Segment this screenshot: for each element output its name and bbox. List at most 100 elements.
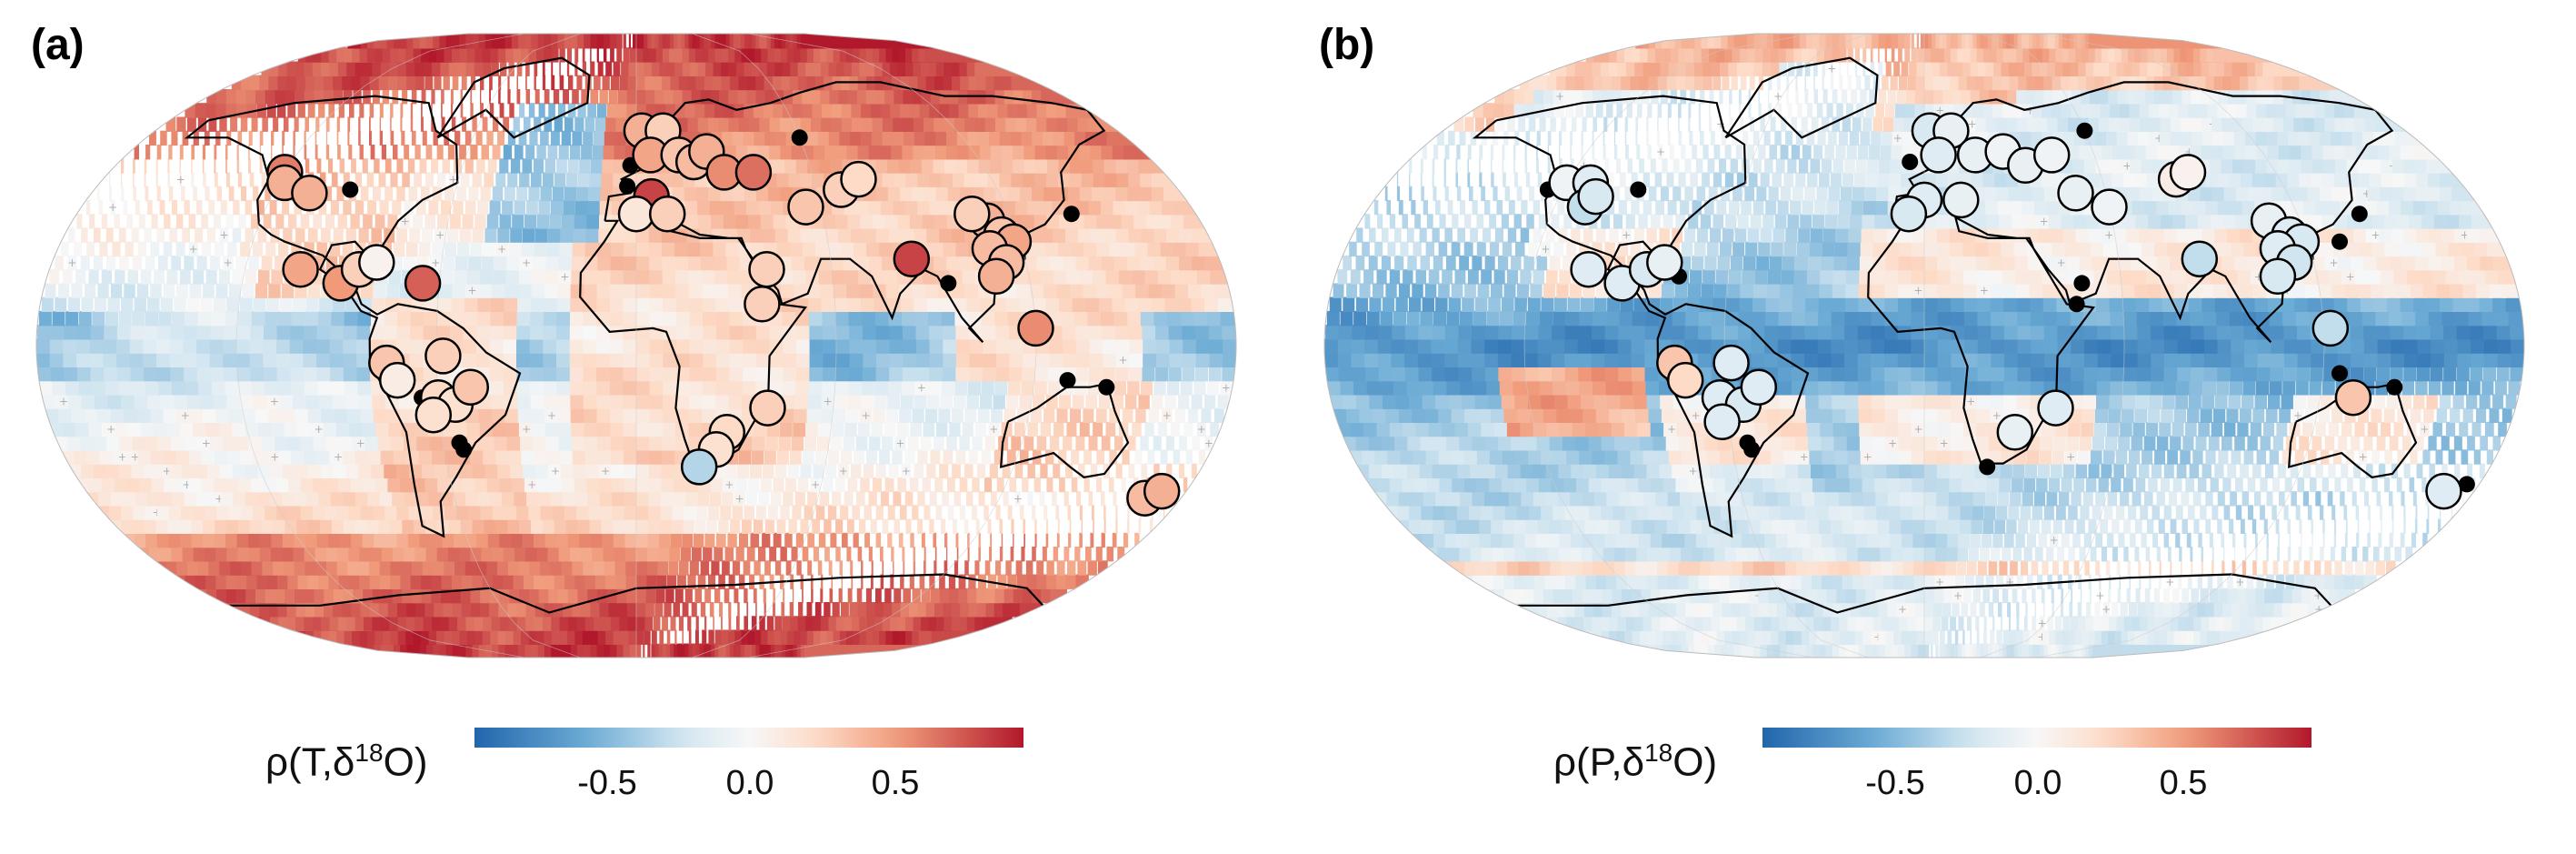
colorbar-tick-neg: -0.5 [1865, 764, 1925, 802]
station-marker [977, 257, 1015, 296]
insignificant-station-dot [619, 177, 636, 195]
insignificant-station-dot [2068, 296, 2085, 313]
svg-text:+: + [182, 478, 191, 491]
station-marker [2037, 389, 2074, 427]
station-marker [2181, 240, 2219, 277]
panel-a: (a) + + + + + + + + + + + + + + + + + + + + + + + + + + + + + + + + + + + +… [31, 21, 1237, 802]
insignificant-station-dot [1979, 458, 1996, 476]
station-marker [744, 286, 781, 323]
colorbar-tick-zero: 0.0 [2013, 764, 2062, 802]
station-marker [1143, 472, 1181, 510]
svg-text:+: + [551, 465, 560, 477]
station-marker [893, 240, 931, 277]
station-marker [291, 175, 328, 212]
svg-text:+: + [824, 396, 833, 408]
station-marker [734, 154, 773, 191]
station-marker [1017, 309, 1054, 347]
svg-text:+: + [1222, 381, 1231, 394]
insignificant-station-dot [2386, 378, 2403, 396]
station-marker [414, 396, 453, 434]
svg-text:+: + [106, 423, 115, 436]
insignificant-station-dot [1063, 206, 1080, 223]
station-marker [2259, 257, 2297, 296]
station-marker [424, 337, 462, 375]
coastlines [184, 56, 1130, 614]
svg-text:+: + [1204, 437, 1213, 449]
svg-text:+: + [724, 478, 734, 491]
station-marker [1570, 250, 1607, 288]
svg-text:+: + [1898, 603, 1907, 616]
station-marker [680, 448, 718, 486]
svg-text:+: + [270, 396, 279, 408]
svg-text:+: + [334, 451, 343, 464]
station-marker [748, 250, 785, 288]
svg-text:+: + [2102, 603, 2111, 616]
svg-text:+: + [356, 437, 365, 449]
svg-text:+: + [811, 478, 820, 491]
insignificant-station-dot [2076, 122, 2093, 139]
svg-text:+: + [118, 451, 127, 464]
svg-text:+: + [163, 465, 172, 477]
colorbar [474, 728, 1023, 748]
svg-text:+: + [547, 409, 556, 422]
insignificant-station-dot [1630, 181, 1647, 198]
svg-text:+: + [1118, 354, 1127, 367]
station-marker [749, 389, 786, 427]
insignificant-station-dot [940, 275, 957, 292]
svg-text:+: + [527, 478, 536, 491]
station-marker [954, 195, 991, 233]
colorbar-tick-pos: 0.5 [871, 764, 920, 802]
svg-text:+: + [449, 174, 458, 186]
station-marker [1920, 136, 1957, 174]
svg-text:+: + [839, 465, 848, 477]
svg-text:+: + [560, 270, 569, 283]
svg-text:+: + [202, 437, 211, 449]
colorbar-tick-zero: 0.0 [725, 764, 774, 802]
svg-text:+: + [522, 423, 531, 436]
svg-text:+: + [431, 256, 440, 269]
station-marker [1942, 181, 1980, 219]
station-marker [1666, 361, 1704, 399]
svg-text:+: + [131, 451, 140, 464]
svg-text:+: + [917, 381, 926, 394]
svg-text:+: + [59, 396, 68, 408]
insignificant-station-dot [1059, 372, 1076, 389]
svg-text:+: + [270, 451, 279, 464]
svg-text:+: + [989, 423, 998, 436]
station-marker [282, 250, 319, 288]
station-marker [2311, 309, 2350, 347]
panel-b: (b) + + + + + + + + + + + + + + + + + + + + + + + + + + + + + + + + + + + +… [1288, 0, 2576, 854]
svg-text:+: + [176, 174, 185, 186]
station-marker [1996, 414, 2034, 451]
insignificant-station-dot [1743, 441, 1761, 458]
panel-label: (a) [31, 21, 85, 69]
svg-text:+: + [1013, 492, 1023, 505]
svg-text:+: + [189, 243, 198, 256]
insignificant-station-dot [2458, 476, 2475, 493]
insignificant-station-dot [2331, 365, 2348, 382]
svg-text:+: + [1197, 423, 1206, 436]
insignificant-station-dot [2351, 206, 2368, 223]
svg-text:+: + [215, 492, 224, 505]
svg-text:+: + [497, 243, 506, 256]
map-outline [35, 33, 1237, 658]
colorbar-tick-pos: 0.5 [2159, 764, 2208, 802]
colorbar-tick-neg: -0.5 [577, 764, 637, 802]
svg-text:+: + [153, 507, 162, 519]
colorbar-title: ρ(T,δ18O) [265, 738, 428, 785]
insignificant-station-dot [1902, 154, 1919, 170]
station-marker [452, 368, 490, 406]
station-marker [840, 160, 877, 198]
svg-text:+: + [902, 465, 911, 477]
svg-text:+: + [467, 285, 476, 297]
svg-text:+: + [1953, 589, 1962, 602]
insignificant-station-dot [2331, 233, 2348, 250]
station-marker [617, 195, 655, 233]
station-marker [2057, 175, 2094, 212]
insignificant-station-dot [2073, 275, 2091, 292]
station-marker [2425, 472, 2462, 510]
station-marker [404, 265, 442, 302]
svg-text:+: + [401, 215, 410, 227]
map-precipitation-correlation: +++ + ++ + ++ + + ++++ + + ++ ++ + ++ + +++ ++ ++ +++ + + +++… [1323, 33, 2525, 658]
station-marker [1890, 195, 1928, 233]
